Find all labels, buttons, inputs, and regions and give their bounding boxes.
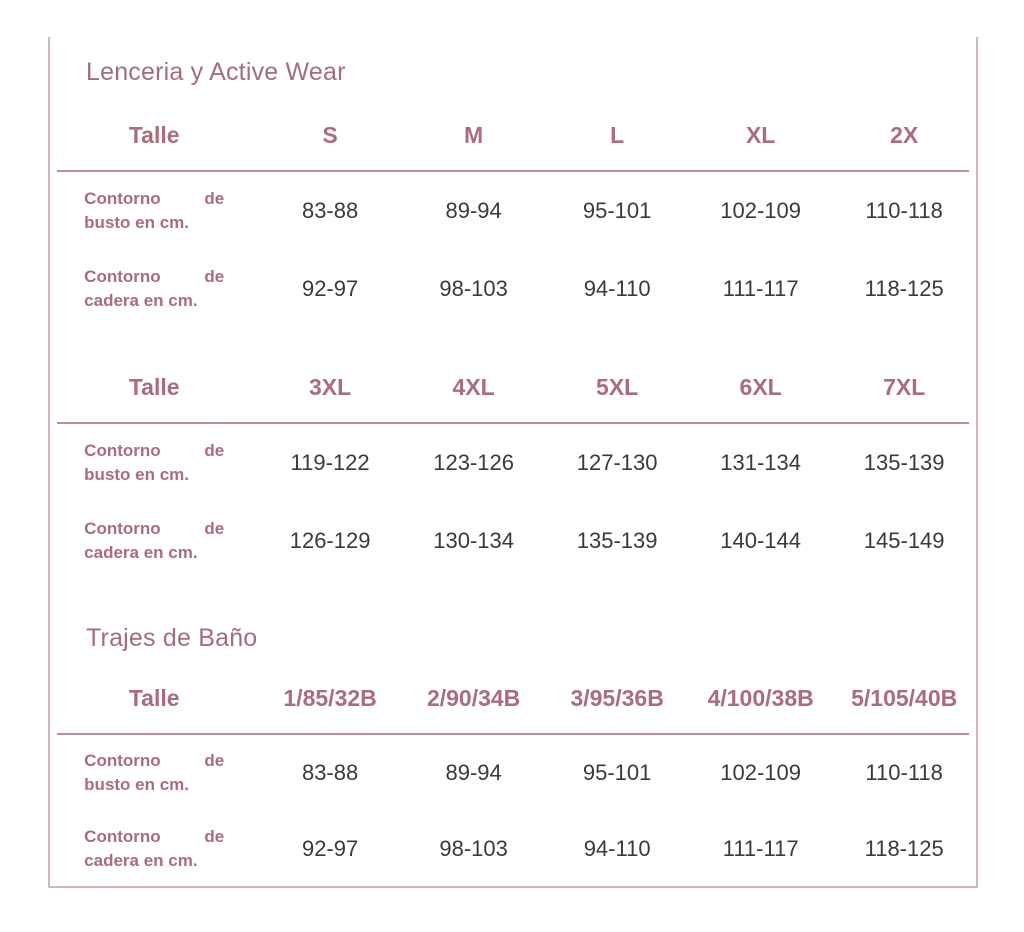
- header-cell-size: 5/105/40B: [851, 684, 958, 711]
- value-cell: 140-144: [720, 528, 802, 553]
- row-label: Contorno de cadera en cm.: [84, 267, 225, 310]
- value-cell: 111-117: [722, 836, 799, 861]
- value-cell: 119-122: [290, 450, 370, 475]
- header-cell-talle: Talle: [128, 373, 180, 400]
- table-header-row: Talle S M L XL 2X: [50, 120, 976, 150]
- value-cell: 95-101: [582, 760, 652, 785]
- header-cell-size: 6XL: [739, 373, 782, 400]
- value-cell: 98-103: [439, 836, 508, 861]
- row-label: Contorno de busto en cm.: [84, 189, 225, 232]
- header-cell-size: XL: [745, 121, 776, 148]
- value-cell: 110-118: [865, 760, 943, 785]
- value-cell: 123-126: [433, 450, 514, 475]
- table-row-busto: Contorno de busto en cm. 83-88 89-94 95-…: [50, 735, 976, 811]
- header-divider: [57, 422, 969, 424]
- value-cell: 95-101: [582, 198, 652, 223]
- row-label: Contorno de cadera en cm.: [84, 827, 225, 870]
- header-cell-talle: Talle: [128, 684, 180, 711]
- header-cell-size: 4/100/38B: [707, 684, 814, 711]
- table-row-cadera: Contorno de cadera en cm. 126-129 130-13…: [50, 502, 976, 580]
- value-cell: 92-97: [301, 276, 359, 301]
- value-cell: 126-129: [289, 528, 371, 553]
- header-divider: [57, 733, 969, 735]
- value-cell: 102-109: [720, 198, 802, 223]
- table-row-busto: Contorno de busto en cm. 83-88 89-94 95-…: [50, 172, 976, 250]
- header-cell-size: 1/85/32B: [283, 684, 377, 711]
- table-header-row: Talle 1/85/32B 2/90/34B 3/95/36B 4/100/3…: [50, 683, 976, 713]
- row-label-wrap: Contorno de busto en cm.: [50, 439, 258, 487]
- value-cell: 130-134: [433, 528, 514, 553]
- header-cell-size: M: [464, 121, 484, 148]
- row-label-wrap: Contorno de cadera en cm.: [50, 517, 258, 565]
- section-title-trajes: Trajes de Baño: [86, 624, 258, 652]
- row-label: Contorno de busto en cm.: [84, 751, 225, 794]
- row-label-wrap: Contorno de busto en cm.: [50, 187, 258, 235]
- value-cell: 118-125: [864, 276, 944, 301]
- table-row-busto: Contorno de busto en cm. 119-122 123-126…: [50, 424, 976, 502]
- value-cell: 135-139: [576, 528, 658, 553]
- value-cell: 145-149: [863, 528, 945, 553]
- row-label: Contorno de busto en cm.: [84, 441, 225, 484]
- header-divider: [57, 170, 969, 172]
- value-cell: 131-134: [720, 450, 802, 475]
- row-label-wrap: Contorno de busto en cm.: [50, 749, 258, 797]
- header-cell-size: S: [322, 121, 338, 148]
- value-cell: 98-103: [439, 276, 508, 301]
- value-cell: 118-125: [864, 836, 944, 861]
- value-cell: 111-117: [722, 276, 799, 301]
- header-cell-size: 3XL: [309, 373, 352, 400]
- header-cell-size: 7XL: [883, 373, 926, 400]
- header-cell-size: 5XL: [596, 373, 639, 400]
- table-row-cadera: Contorno de cadera en cm. 92-97 98-103 9…: [50, 250, 976, 328]
- table-row-cadera: Contorno de cadera en cm. 92-97 98-103 9…: [50, 811, 976, 887]
- value-cell: 135-139: [863, 450, 945, 475]
- value-cell: 94-110: [583, 836, 651, 861]
- value-cell: 127-130: [576, 450, 658, 475]
- value-cell: 89-94: [445, 760, 502, 785]
- value-cell: 94-110: [583, 276, 651, 301]
- row-label: Contorno de cadera en cm.: [84, 519, 225, 562]
- value-cell: 89-94: [445, 198, 502, 223]
- header-cell-size: 4XL: [452, 373, 495, 400]
- header-cell-size: 2/90/34B: [426, 684, 521, 711]
- row-label-wrap: Contorno de cadera en cm.: [50, 825, 258, 873]
- value-cell: 102-109: [720, 760, 802, 785]
- size-chart-frame: Lenceria y Active Wear Talle S M L XL 2X…: [48, 37, 978, 888]
- table-header-row: Talle 3XL 4XL 5XL 6XL 7XL: [50, 372, 976, 402]
- value-cell: 83-88: [301, 198, 359, 223]
- header-cell-size: L: [610, 121, 625, 148]
- value-cell: 92-97: [301, 836, 359, 861]
- header-cell-size: 2X: [890, 121, 919, 148]
- section-title-lenceria: Lenceria y Active Wear: [86, 58, 346, 86]
- header-cell-size: 3/95/36B: [570, 684, 664, 711]
- header-cell-talle: Talle: [128, 121, 180, 148]
- value-cell: 110-118: [865, 198, 943, 223]
- row-label-wrap: Contorno de cadera en cm.: [50, 265, 258, 313]
- value-cell: 83-88: [301, 760, 359, 785]
